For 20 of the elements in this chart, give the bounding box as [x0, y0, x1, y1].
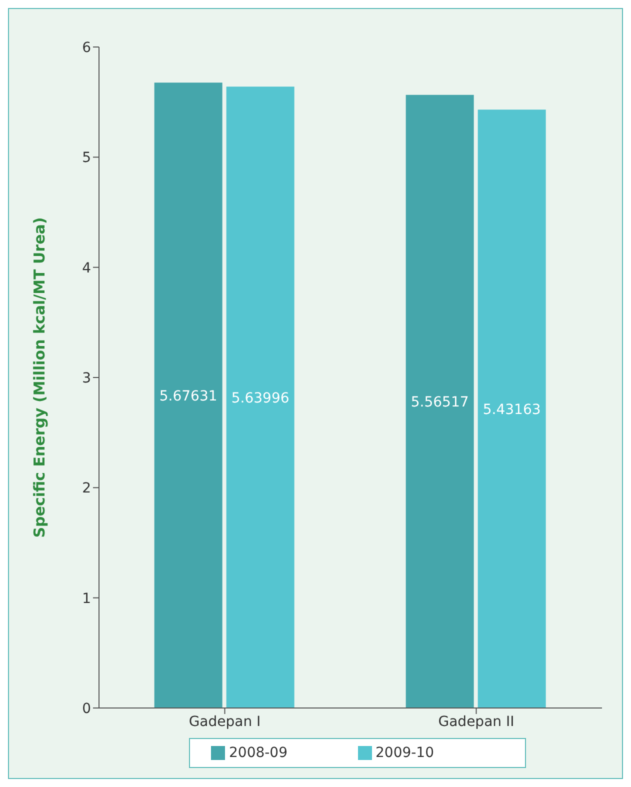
x-tick-label: Gadepan II: [438, 714, 514, 730]
bar: [154, 82, 222, 708]
legend-label: 2008-09: [229, 745, 288, 761]
data-label: 5.43163: [482, 402, 541, 418]
bar: [478, 110, 546, 708]
y-tick-label: 1: [82, 590, 91, 607]
y-tick-label: 3: [82, 370, 91, 386]
y-tick-label: 0: [82, 700, 91, 717]
x-tick-label: Gadepan I: [188, 714, 261, 730]
y-tick-label: 5: [82, 150, 91, 166]
y-tick-label: 2: [82, 480, 91, 497]
data-label: 5.67631: [159, 388, 218, 404]
data-label: 5.63996: [231, 390, 290, 406]
y-axis-title: Specific Energy (Million kcal/MT Urea): [30, 217, 48, 538]
bar: [226, 86, 294, 708]
legend-label: 2009-10: [376, 745, 434, 761]
data-label: 5.56517: [410, 394, 469, 410]
y-tick-label: 4: [82, 260, 92, 276]
y-tick-label: 6: [82, 40, 92, 56]
bar: [406, 94, 474, 708]
